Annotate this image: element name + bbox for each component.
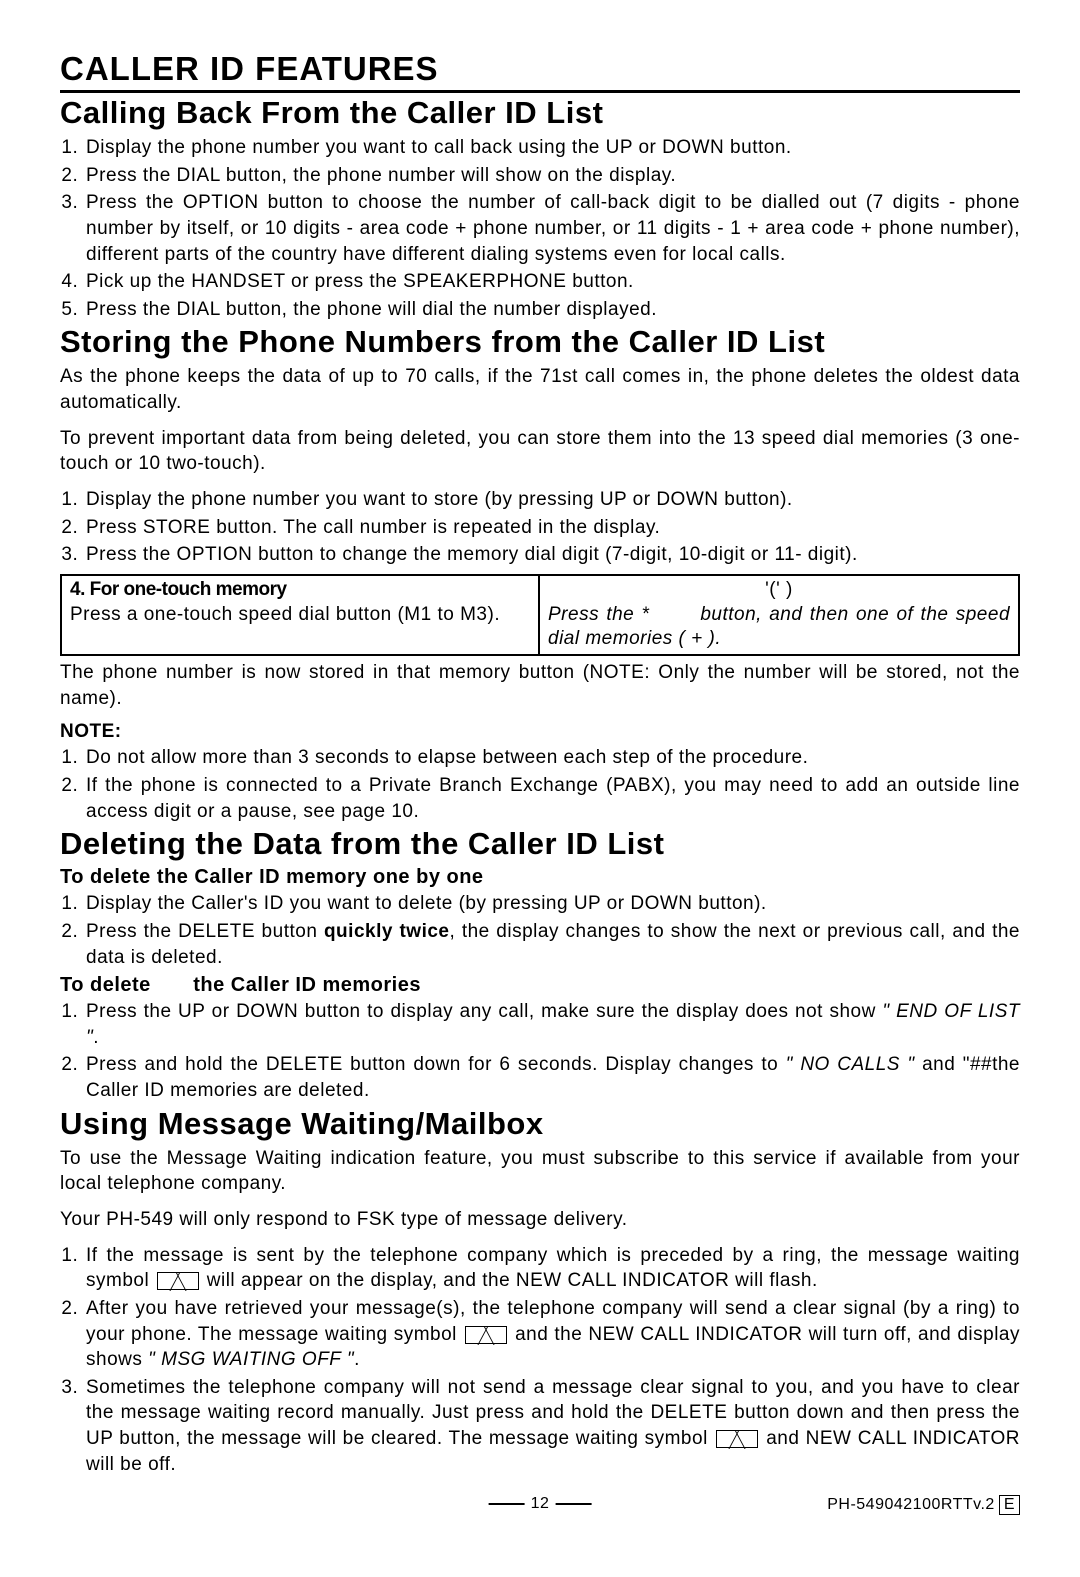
ref-text: PH-549042100RTTv.2 [827,1496,995,1514]
text: " MSG WAITING OFF " [148,1349,354,1370]
section2-list: Display the phone number you want to sto… [60,487,1020,568]
footer: 12 PH-549042100RTTv.2 E [60,1495,1020,1519]
memory-table: 4. For one-touch memory Press a one-touc… [60,574,1020,656]
section4-list: If the message is sent by the telephone … [60,1243,1020,1478]
list-item: Press STORE button. The call number is r… [84,515,1020,541]
list-item: Do not allow more than 3 seconds to elap… [84,745,1020,771]
text: . [354,1349,360,1370]
envelope-icon [716,1430,758,1448]
list-item: Display the phone number you want to sto… [84,487,1020,513]
list-item: After you have retrieved your message(s)… [84,1296,1020,1373]
text: Press the DELETE button [86,921,324,942]
page-num: 12 [527,1495,554,1513]
subsection-title: To delete the Caller ID memories [60,974,1020,997]
table-head-left: 4. For one-touch memory [70,579,287,600]
table-head-right: '(' ) [548,578,1010,603]
section4-title: Using Message Waiting/Mailbox [60,1106,1020,1142]
list-item: Display the phone number you want to cal… [84,135,1020,161]
text: quickly twice [324,921,450,942]
envelope-icon [157,1272,199,1290]
list-item: If the phone is connected to a Private B… [84,773,1020,824]
sub1-list: Display the Caller's ID you want to dele… [60,891,1020,970]
text: Press the * [548,604,649,625]
page-number: 12 [489,1495,592,1513]
list-item: If the message is sent by the telephone … [84,1243,1020,1294]
notes-list: Do not allow more than 3 seconds to elap… [60,745,1020,824]
footer-ref: PH-549042100RTTv.2 E [827,1495,1020,1515]
paragraph: The phone number is now stored in that m… [60,660,1020,711]
text: will appear on the display, and the NEW … [201,1270,818,1291]
section1-title: Calling Back From the Caller ID List [60,95,1020,131]
text: " NO CALLS " [786,1054,915,1075]
section3-title: Deleting the Data from the Caller ID Lis… [60,826,1020,862]
list-item: Press and hold the DELETE button down fo… [84,1052,1020,1103]
table-cell-right: '(' ) Press the * button, and then one o… [540,576,1018,654]
table-body-left: Press a one-touch speed dial button (M1 … [70,604,500,625]
text: button, and then one [700,604,889,625]
text: . [93,1027,99,1048]
paragraph: To prevent important data from being del… [60,426,1020,477]
section2-title: Storing the Phone Numbers from the Calle… [60,324,1020,360]
sub2-list: Press the UP or DOWN button to display a… [60,999,1020,1104]
paragraph: Your PH-549 will only respond to FSK typ… [60,1207,1020,1233]
text: Press the UP or DOWN button to display a… [86,1001,882,1022]
envelope-icon [465,1326,507,1344]
note-label: NOTE: [60,721,1020,743]
table-cell-left: 4. For one-touch memory Press a one-touc… [62,576,540,654]
list-item: Press the DIAL button, the phone will di… [84,297,1020,323]
section1-list: Display the phone number you want to cal… [60,135,1020,322]
subsection-title: To delete the Caller ID memory one by on… [60,866,1020,889]
footer-line-icon [489,1503,525,1505]
table-body-right: Press the * button, and then one of the … [548,603,1010,652]
list-item: Press the OPTION button to choose the nu… [84,190,1020,267]
paragraph: As the phone keeps the data of up to 70 … [60,364,1020,415]
list-item: Press the DELETE button quickly twice, t… [84,919,1020,970]
list-item: Display the Caller's ID you want to dele… [84,891,1020,917]
paragraph: To use the Message Waiting indication fe… [60,1146,1020,1197]
list-item: Sometimes the telephone company will not… [84,1375,1020,1478]
list-item: Press the OPTION button to change the me… [84,542,1020,568]
text: Press and hold the DELETE button down fo… [86,1054,786,1075]
list-item: Pick up the HANDSET or press the SPEAKER… [84,269,1020,295]
page-heading: CALLER ID FEATURES [60,50,1020,93]
list-item: Press the UP or DOWN button to display a… [84,999,1020,1050]
ref-box: E [999,1495,1020,1515]
list-item: Press the DIAL button, the phone number … [84,163,1020,189]
footer-line-icon [555,1503,591,1505]
